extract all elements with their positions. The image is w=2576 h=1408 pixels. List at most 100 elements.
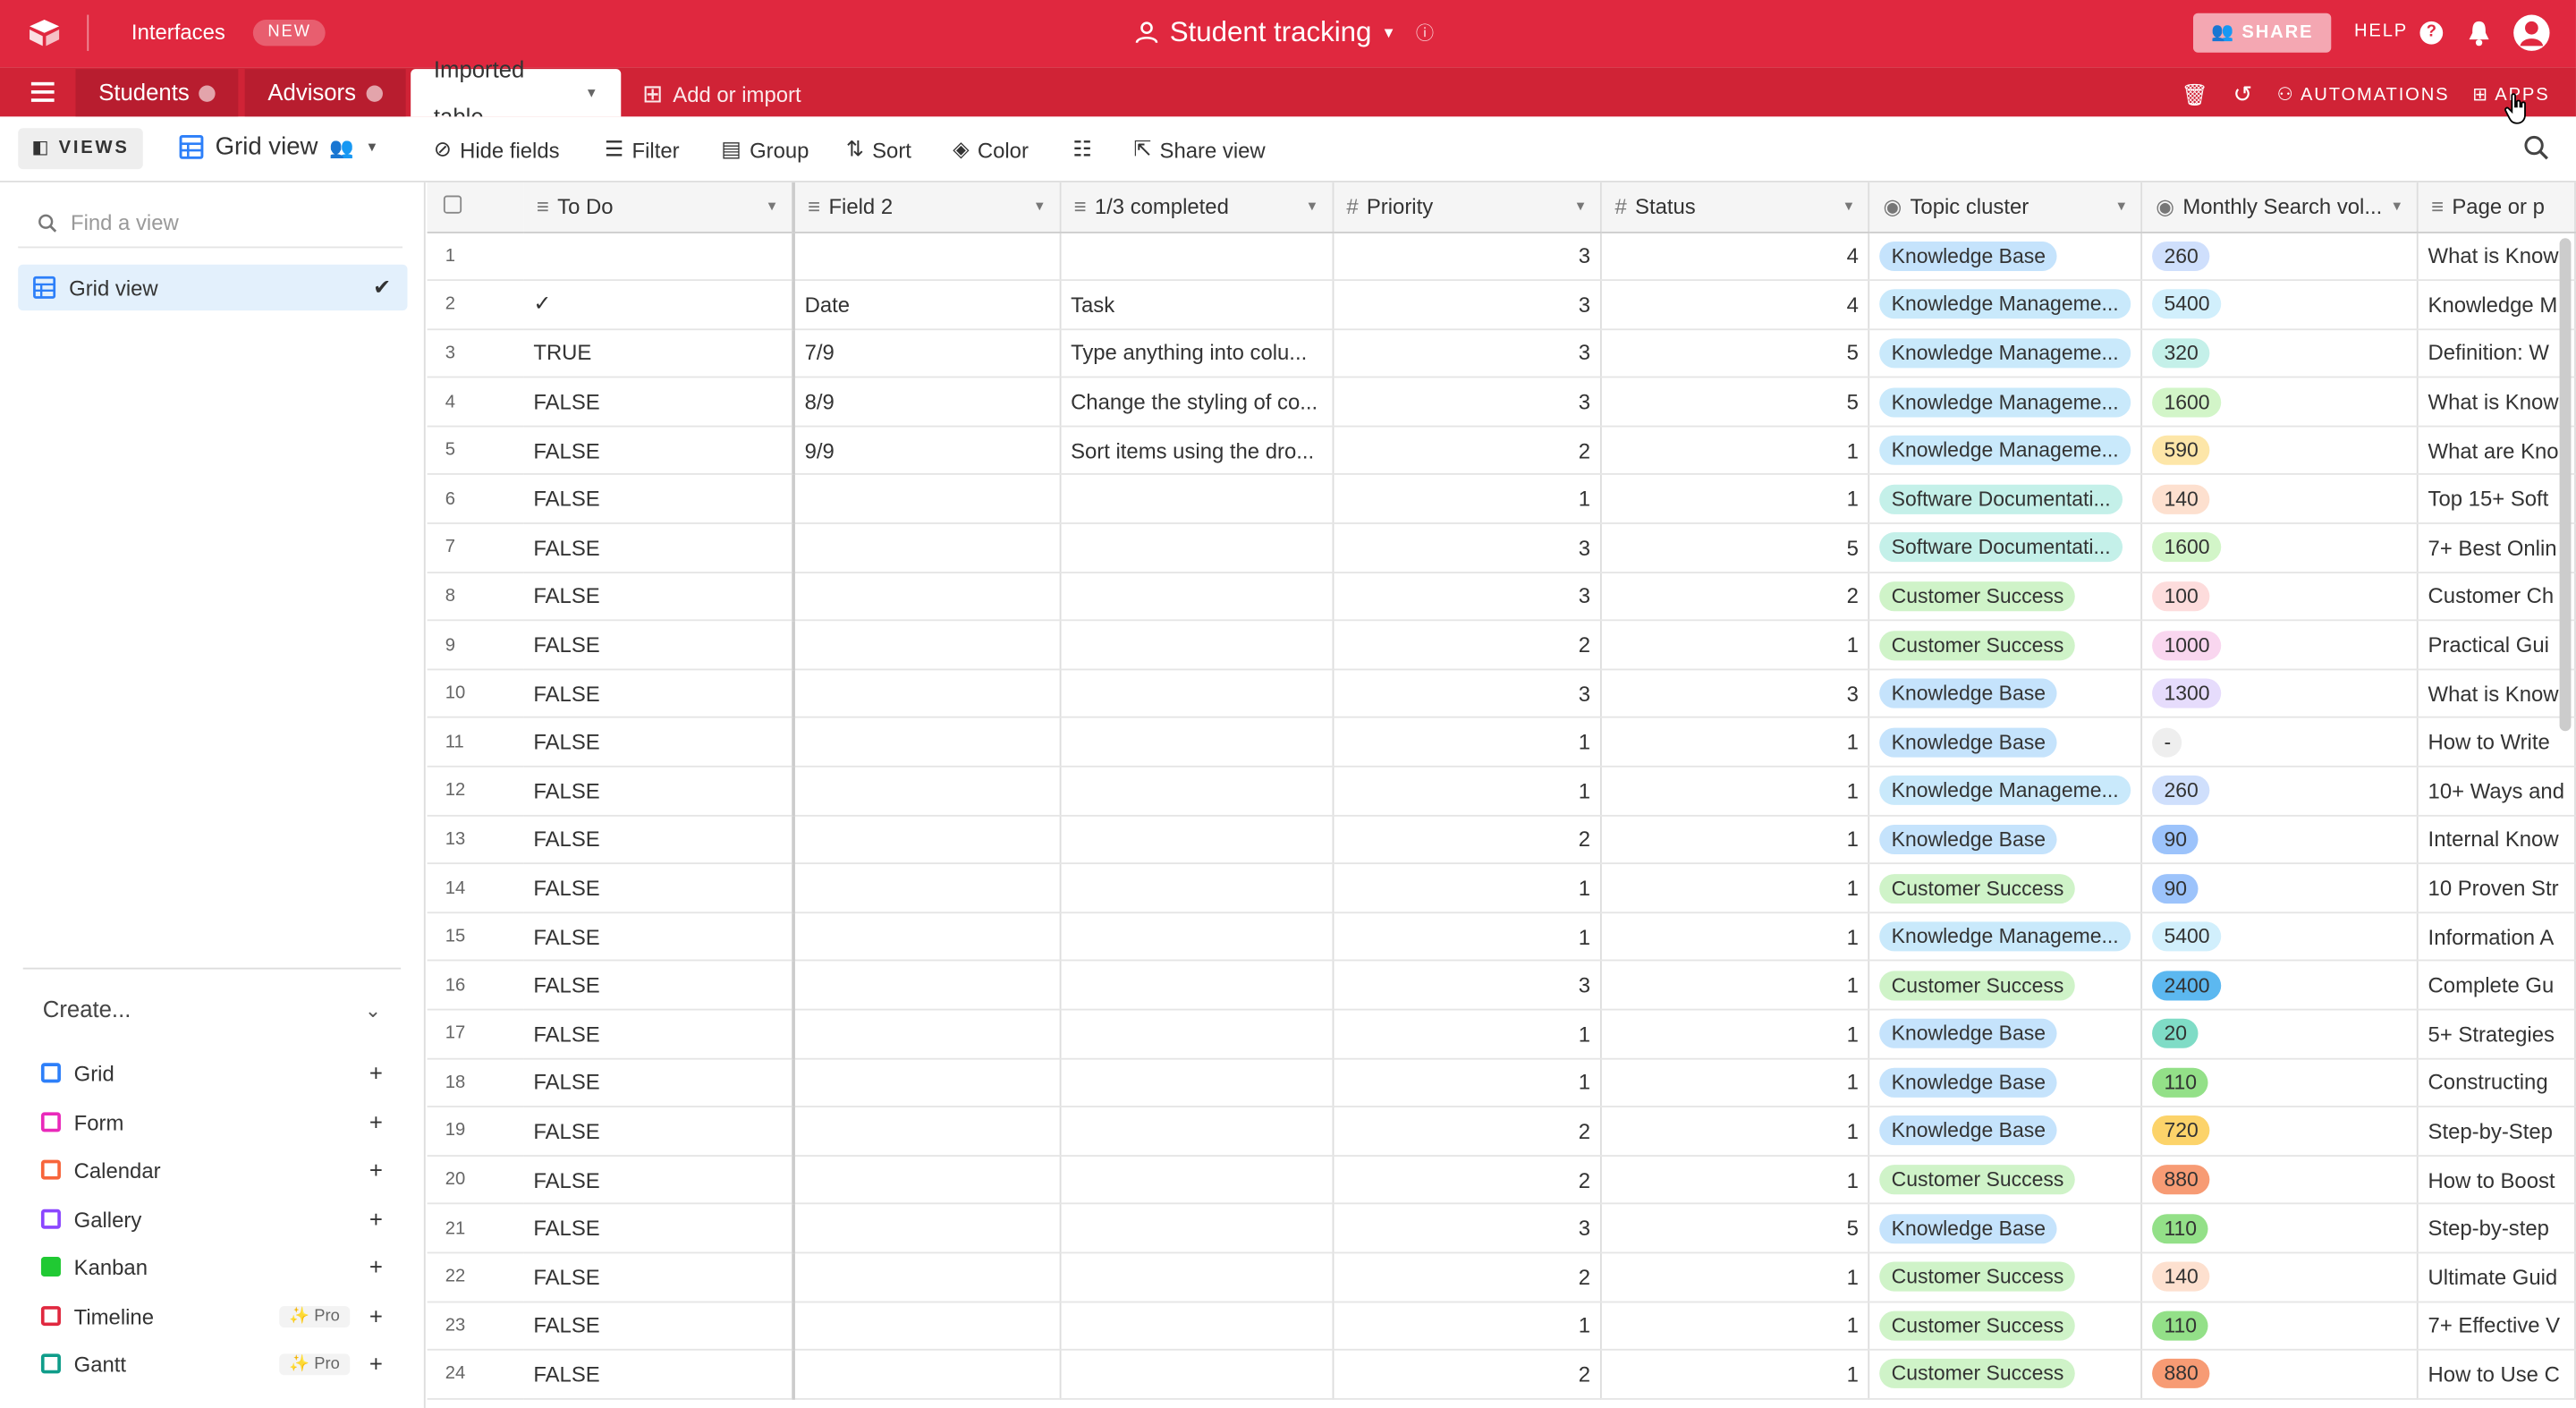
chevron-down-icon[interactable]: ▼ xyxy=(1305,199,1319,215)
cell-completed[interactable] xyxy=(1060,1107,1334,1157)
cell-monthly-search-volume[interactable]: 2400 xyxy=(2141,961,2419,1011)
cell-monthly-search-volume[interactable]: 110 xyxy=(2141,1057,2419,1108)
cell-to-do[interactable]: ✓ xyxy=(523,280,795,330)
create-gallery[interactable]: Gallery + xyxy=(40,1202,383,1235)
cell-topic-cluster[interactable]: Knowledge Manageme... xyxy=(1868,328,2143,378)
create-grid[interactable]: Grid + xyxy=(40,1056,383,1090)
cell-priority[interactable]: 3 xyxy=(1332,669,1602,719)
cell-priority[interactable]: 3 xyxy=(1332,328,1602,378)
cell-field-2[interactable] xyxy=(792,961,1062,1011)
cell-page[interactable]: What is Know xyxy=(2417,377,2576,428)
create-form[interactable]: Form + xyxy=(40,1106,383,1139)
cell-monthly-search-volume[interactable]: 140 xyxy=(2141,474,2419,524)
cell-completed[interactable] xyxy=(1060,912,1334,963)
cell-topic-cluster[interactable]: Customer Success xyxy=(1868,572,2143,622)
cell-field-2[interactable]: 8/9 xyxy=(792,377,1062,428)
table-row[interactable]: 17 FALSE 1 1 Knowledge Base 20 5+ Strategies xyxy=(427,1009,2576,1059)
cell-page[interactable]: Practical Gui xyxy=(2417,620,2576,671)
cell-status[interactable]: 4 xyxy=(1600,231,1870,282)
cell-to-do[interactable]: FALSE xyxy=(523,572,795,622)
cell-monthly-search-volume[interactable]: 880 xyxy=(2141,1350,2419,1400)
cell-monthly-search-volume[interactable]: 100 xyxy=(2141,572,2419,622)
cell-page[interactable]: Top 15+ Soft xyxy=(2417,474,2576,524)
chevron-down-icon[interactable]: ▼ xyxy=(2390,199,2404,215)
cell-topic-cluster[interactable]: Customer Success xyxy=(1868,1301,2143,1351)
cell-topic-cluster[interactable]: Knowledge Base xyxy=(1868,1009,2143,1059)
group-button[interactable]: ▤ Group xyxy=(721,136,809,162)
create-kanban[interactable]: Kanban + xyxy=(40,1251,383,1284)
cell-field-2[interactable] xyxy=(792,766,1062,817)
cell-field-2[interactable] xyxy=(792,1107,1062,1157)
chevron-down-icon[interactable]: ▼ xyxy=(1573,199,1588,215)
cell-topic-cluster[interactable]: Knowledge Manageme... xyxy=(1868,426,2143,476)
cell-monthly-search-volume[interactable]: 720 xyxy=(2141,1107,2419,1157)
add-or-import-button[interactable]: ⊞ Add or import xyxy=(642,79,801,108)
views-button[interactable]: ◧ VIEWS xyxy=(18,128,143,170)
cell-completed[interactable] xyxy=(1060,1252,1334,1302)
cell-to-do[interactable]: FALSE xyxy=(523,1203,795,1254)
cell-field-2[interactable] xyxy=(792,620,1062,671)
trash-icon[interactable]: 🗑 xyxy=(2181,81,2210,106)
cell-completed[interactable] xyxy=(1060,766,1334,817)
table-row[interactable]: 7 FALSE 3 5 Software Documentati... 1600 7+ Be… xyxy=(427,523,2576,573)
cell-status[interactable]: 1 xyxy=(1600,1350,1870,1400)
cell-priority[interactable]: 1 xyxy=(1332,717,1602,768)
cell-completed[interactable] xyxy=(1060,669,1334,719)
cell-topic-cluster[interactable]: Knowledge Manageme... xyxy=(1868,377,2143,428)
cell-page[interactable]: How to Use C xyxy=(2417,1350,2576,1400)
cell-priority[interactable]: 2 xyxy=(1332,1155,1602,1205)
cell-priority[interactable]: 2 xyxy=(1332,1350,1602,1400)
cell-status[interactable]: 5 xyxy=(1600,377,1870,428)
cell-priority[interactable]: 3 xyxy=(1332,961,1602,1011)
cell-topic-cluster[interactable]: Customer Success xyxy=(1868,961,2143,1011)
cell-priority[interactable]: 1 xyxy=(1332,863,1602,913)
airtable-logo-icon[interactable] xyxy=(26,16,62,49)
share-button[interactable]: 👥 SHARE xyxy=(2192,13,2332,53)
cell-page[interactable]: Ultimate Guid xyxy=(2417,1252,2576,1302)
cell-completed[interactable] xyxy=(1060,1203,1334,1254)
cell-monthly-search-volume[interactable]: 1600 xyxy=(2141,523,2419,573)
table-row[interactable]: 6 FALSE 1 1 Software Documentati... 140 Top 15… xyxy=(427,474,2576,524)
chevron-down-icon[interactable]: ▼ xyxy=(2114,199,2129,215)
cell-completed[interactable] xyxy=(1060,1057,1334,1108)
column-header-status[interactable]: # Status ▼ xyxy=(1600,182,1870,233)
info-icon[interactable]: ⓘ xyxy=(1415,24,1435,45)
cell-field-2[interactable]: 9/9 xyxy=(792,426,1062,476)
cell-to-do[interactable]: FALSE xyxy=(523,1350,795,1400)
cell-to-do[interactable]: FALSE xyxy=(523,863,795,913)
cell-page[interactable]: 10+ Ways and xyxy=(2417,766,2576,817)
cell-priority[interactable]: 3 xyxy=(1332,377,1602,428)
cell-topic-cluster[interactable]: Knowledge Base xyxy=(1868,717,2143,768)
cell-to-do[interactable]: FALSE xyxy=(523,961,795,1011)
cell-monthly-search-volume[interactable]: 1300 xyxy=(2141,669,2419,719)
cell-field-2[interactable] xyxy=(792,1252,1062,1302)
table-row[interactable]: 24 FALSE 2 1 Customer Success 880 How to Use C xyxy=(427,1350,2576,1400)
cell-to-do[interactable]: FALSE xyxy=(523,1252,795,1302)
cell-field-2[interactable]: 7/9 xyxy=(792,328,1062,378)
cell-monthly-search-volume[interactable]: 5400 xyxy=(2141,912,2419,963)
chevron-down-icon[interactable]: ▼ xyxy=(765,199,779,215)
table-row[interactable]: 11 FALSE 1 1 Knowledge Base - How to Write xyxy=(427,717,2576,768)
cell-monthly-search-volume[interactable]: 1000 xyxy=(2141,620,2419,671)
cell-priority[interactable]: 1 xyxy=(1332,1057,1602,1108)
cell-field-2[interactable] xyxy=(792,1301,1062,1351)
table-row[interactable]: 19 FALSE 2 1 Knowledge Base 720 Step-by-Step xyxy=(427,1107,2576,1157)
cell-priority[interactable]: 1 xyxy=(1332,474,1602,524)
table-row[interactable]: 1 3 4 Knowledge Base 260 What is Know xyxy=(427,231,2576,282)
table-row[interactable]: 9 FALSE 2 1 Customer Success 1000 Practical Gu… xyxy=(427,620,2576,671)
cell-status[interactable]: 3 xyxy=(1600,669,1870,719)
cell-page[interactable]: 7+ Best Onlin xyxy=(2417,523,2576,573)
cell-topic-cluster[interactable]: Customer Success xyxy=(1868,620,2143,671)
vertical-scrollbar[interactable] xyxy=(2559,238,2572,732)
create-timeline[interactable]: Timeline ✨ Pro + xyxy=(40,1300,383,1333)
cell-to-do[interactable]: TRUE xyxy=(523,328,795,378)
cell-priority[interactable]: 2 xyxy=(1332,1107,1602,1157)
cell-priority[interactable]: 1 xyxy=(1332,1009,1602,1059)
cell-completed[interactable] xyxy=(1060,1350,1334,1400)
cell-priority[interactable]: 3 xyxy=(1332,280,1602,330)
cell-completed[interactable] xyxy=(1060,1009,1334,1059)
cell-completed[interactable] xyxy=(1060,474,1334,524)
cell-topic-cluster[interactable]: Knowledge Manageme... xyxy=(1868,912,2143,963)
cell-page[interactable]: Complete Gu xyxy=(2417,961,2576,1011)
cell-topic-cluster[interactable]: Knowledge Manageme... xyxy=(1868,280,2143,330)
